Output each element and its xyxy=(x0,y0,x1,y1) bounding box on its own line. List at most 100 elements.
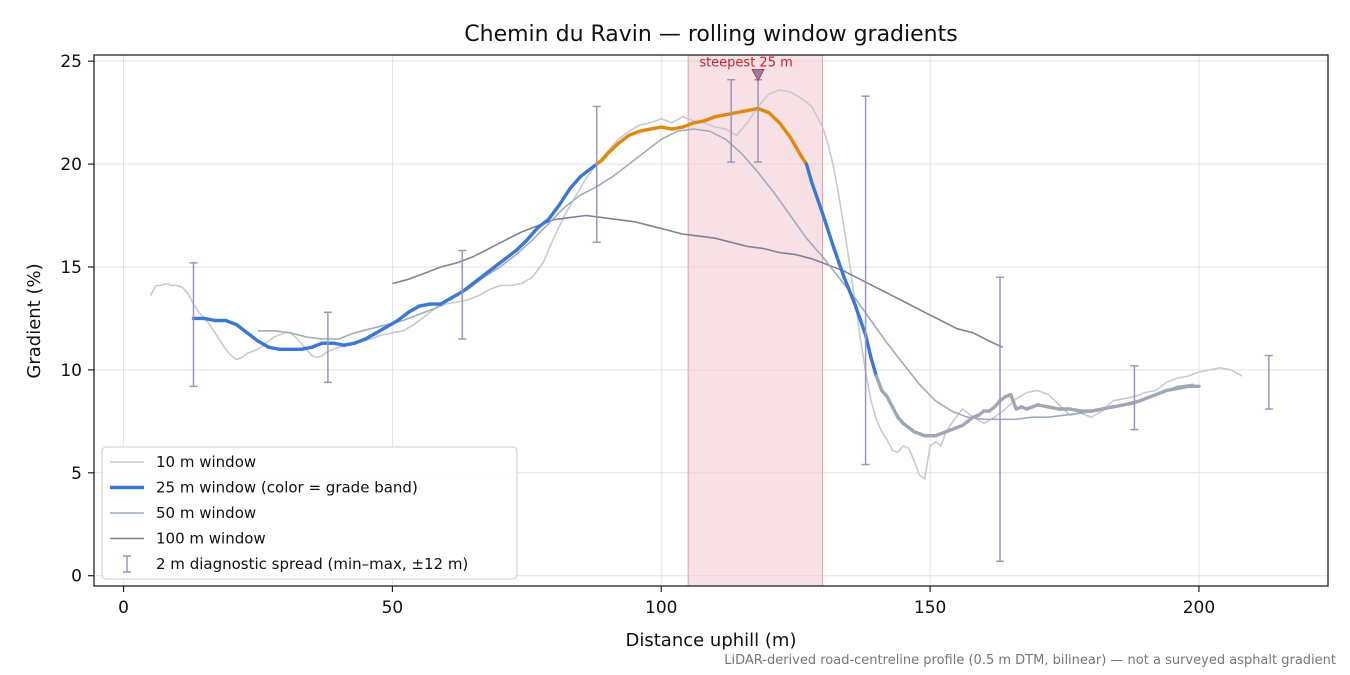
series-25m-segment xyxy=(514,238,529,253)
series-25m-segment xyxy=(535,217,551,230)
series-25m-segment xyxy=(638,127,653,133)
series-10m-line xyxy=(149,89,1243,480)
series-25m-segment xyxy=(460,281,475,294)
x-axis-ticks: 0 50 100 150 200 xyxy=(118,586,1215,618)
legend: 10 m window 25 m window (color = grade ba… xyxy=(101,446,518,580)
series-25m-segment xyxy=(546,203,561,222)
series-25m-segment xyxy=(890,405,900,419)
y-tick-label: 20 xyxy=(60,155,82,175)
series-25m-segment xyxy=(374,324,389,335)
series-25m-segment xyxy=(869,355,879,378)
series-25m-segment xyxy=(1132,397,1147,405)
series-25m-segment xyxy=(1089,407,1104,413)
series-25m-segment xyxy=(820,211,836,249)
y-tick-label: 15 xyxy=(60,258,82,278)
series-25m-segment xyxy=(1009,392,1018,411)
series-25m-segment xyxy=(756,106,771,115)
chart-title: Chemin du Ravin — rolling window gradien… xyxy=(464,22,957,47)
series-25m-segment xyxy=(767,110,782,125)
series-25m-segment xyxy=(503,248,518,261)
y-tick-label: 0 xyxy=(71,567,82,587)
plot-frame xyxy=(93,54,1329,587)
steepest-marker xyxy=(751,69,765,82)
x-tick-label: 150 xyxy=(914,598,946,618)
series-25m-segment xyxy=(1121,401,1137,407)
series-25m-segment xyxy=(627,129,642,137)
series-25m-segment xyxy=(363,331,378,341)
series-lines xyxy=(149,89,1243,480)
y-axis-ticks: 0 5 10 15 20 25 xyxy=(60,52,94,587)
series-25m-segment xyxy=(1154,388,1169,397)
series-100m-line xyxy=(392,214,1004,349)
series-25m-segment xyxy=(863,333,873,360)
series-25m-segment xyxy=(777,121,793,140)
series-25m-segment xyxy=(299,345,314,352)
series-25m-segment xyxy=(788,135,803,158)
series-25m-segment xyxy=(310,341,325,349)
series-25m-segment xyxy=(557,187,572,207)
x-tick-label: 100 xyxy=(645,598,677,618)
x-axis-label: Distance uphill (m) xyxy=(626,630,797,651)
series-25m-segment xyxy=(670,125,685,131)
series-25m-segment xyxy=(449,289,465,300)
legend-label: 100 m window xyxy=(156,530,266,548)
y-axis-label: Gradient (%) xyxy=(24,263,45,378)
series-25m-segment xyxy=(1100,405,1115,411)
series-25m-segment xyxy=(691,119,706,125)
series-25m-segment xyxy=(804,162,814,185)
series-25m-segment xyxy=(342,341,357,347)
series-25m-segment xyxy=(1035,403,1051,409)
steepest-label: steepest 25 m xyxy=(699,56,792,71)
steepest-band xyxy=(687,54,824,587)
y-tick-label: 10 xyxy=(60,361,82,381)
series-25m-segment xyxy=(1164,386,1180,393)
series-25m-segment xyxy=(406,304,422,314)
x-tick-label: 50 xyxy=(382,598,404,618)
series-25m-segment xyxy=(1175,384,1190,391)
series-25m-segment xyxy=(885,394,895,409)
series-25m-segment xyxy=(267,345,282,352)
series-50m-line xyxy=(258,128,1194,421)
series-25m-segment xyxy=(659,125,674,131)
series-25m-segment xyxy=(525,226,540,242)
series-25m-segment xyxy=(396,310,411,323)
series-25m-segment xyxy=(874,374,884,393)
series-25m-segment xyxy=(492,257,508,269)
diagnostic-errorbars xyxy=(189,78,1273,563)
series-25m-segment xyxy=(681,121,696,129)
legend-label: 25 m window (color = grade band) xyxy=(156,479,418,497)
x-tick-label: 200 xyxy=(1183,598,1215,618)
y-tick-label: 25 xyxy=(60,52,82,72)
series-25m-segment xyxy=(202,316,217,323)
series-25m-segment xyxy=(648,125,663,131)
series-25m-segment xyxy=(385,318,400,329)
series-25m-segment xyxy=(224,318,239,327)
series-25m-segment xyxy=(568,174,583,191)
legend-box xyxy=(101,446,518,580)
y-tick-label: 5 xyxy=(71,464,82,484)
series-25m-segment xyxy=(1046,405,1061,411)
series-25m-segment xyxy=(245,331,260,343)
series-25m-segment xyxy=(616,133,631,146)
x-tick-label: 0 xyxy=(118,598,129,618)
series-25m-segment xyxy=(353,337,368,345)
caption: LiDAR-derived road-centreline profile (0… xyxy=(724,653,1336,668)
series-25m-segment xyxy=(417,302,432,308)
series-25m-segment xyxy=(439,296,454,306)
series-25m-segment xyxy=(734,108,749,115)
series-25m-segment xyxy=(810,180,825,216)
legend-label: 50 m window xyxy=(156,504,256,522)
series-25m-segment xyxy=(745,106,760,113)
series-25m-segment xyxy=(1068,407,1083,413)
steepest-annotation: steepest 25 m xyxy=(699,56,793,82)
series-25m-segment xyxy=(842,275,857,306)
legend-label: 10 m window xyxy=(156,453,256,471)
series-25m-segment xyxy=(605,141,620,156)
legend-label: 2 m diagnostic spread (min–max, ±12 m) xyxy=(156,555,468,573)
series-25m-segment xyxy=(1111,403,1126,409)
series-25m-segment xyxy=(234,322,249,335)
series-25m-segment xyxy=(713,112,728,119)
series-25m-segment xyxy=(482,265,497,277)
series-25m-segment xyxy=(331,341,346,347)
